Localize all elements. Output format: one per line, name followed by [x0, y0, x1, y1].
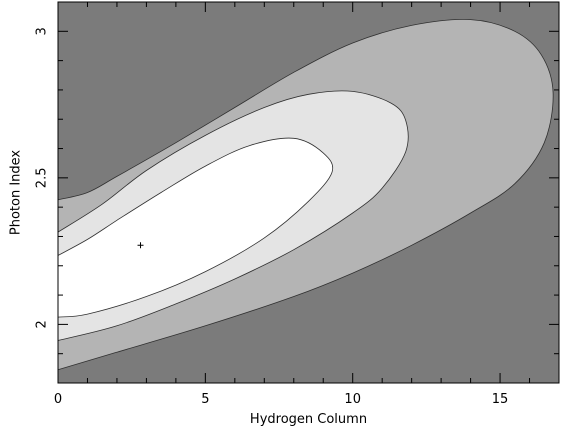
x-tick-label: 10	[344, 392, 361, 407]
x-tick-label: 5	[201, 392, 209, 407]
x-tick-label: 0	[54, 392, 62, 407]
contour-inner	[57, 137, 334, 318]
y-axis: 22.53	[35, 1, 559, 384]
y-tick-label: 2.5	[35, 168, 50, 189]
y-tick-label: 3	[35, 27, 50, 35]
y-tick-label: 2	[35, 320, 50, 328]
best-fit-marker	[137, 242, 144, 249]
x-axis: 0 5 10 15	[54, 2, 560, 407]
x-axis-title: Hydrogen Column	[250, 412, 367, 427]
plot-frame	[57, 1, 560, 384]
contour-layer	[57, 19, 554, 371]
y-axis-title: Photon Index	[9, 150, 24, 236]
x-tick-label: 15	[492, 392, 509, 407]
